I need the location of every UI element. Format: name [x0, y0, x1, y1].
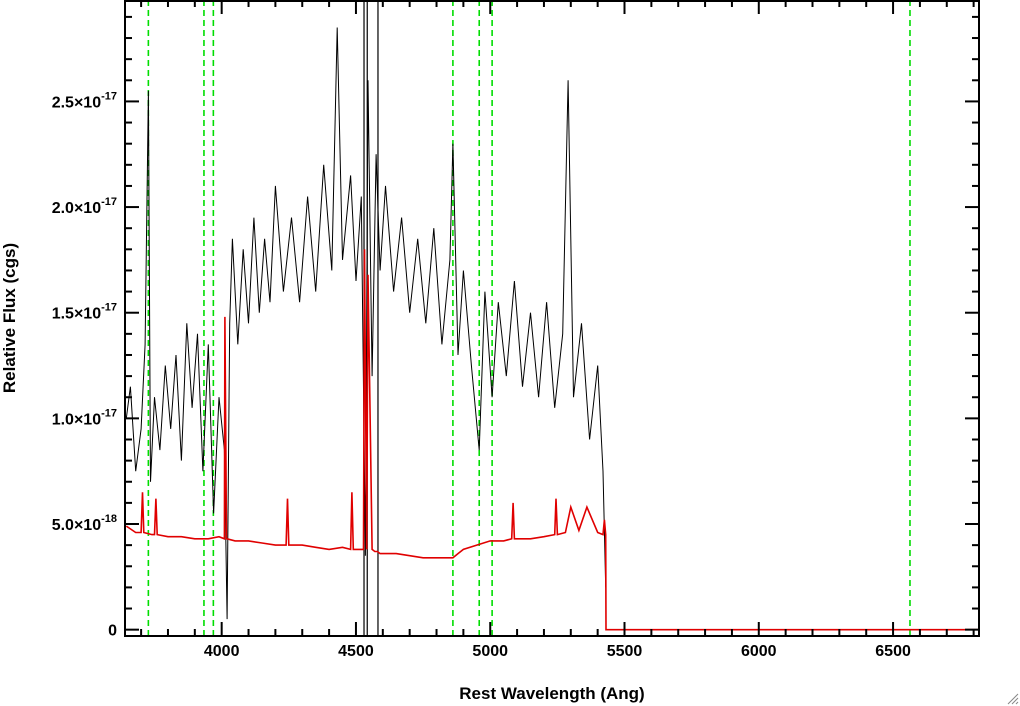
plot-frame [124, 0, 980, 637]
x-tick-label: 4000 [204, 643, 240, 660]
tick-labels: 4000 4500 5000 5500 6000 6500 0 5.0×10-18 1.0×10… [52, 90, 911, 660]
y-tick-label: 1.5×10-17 [52, 302, 117, 323]
resize-grip-icon[interactable] [1007, 693, 1019, 705]
spectrum-flux-line [125, 27, 607, 620]
y-tick-label: 5.0×10-18 [52, 513, 117, 534]
x-tick-label: 5000 [472, 643, 508, 660]
error-spectrum-line [125, 249, 979, 631]
x-tick-label: 5500 [607, 643, 643, 660]
x-tick-label: 6500 [875, 643, 911, 660]
x-tick-label: 6000 [741, 643, 777, 660]
axis-ticks [125, 0, 979, 636]
plot-area [125, 0, 979, 636]
x-tick-label: 4500 [338, 643, 374, 660]
y-tick-label: 2.0×10-17 [52, 196, 117, 217]
y-tick-label: 2.5×10-17 [52, 90, 117, 111]
x-axis-label: Rest Wavelength (Ang) [459, 684, 644, 703]
y-axis-label: Relative Flux (cgs) [0, 243, 19, 393]
y-tick-label: 1.0×10-17 [52, 407, 117, 428]
y-tick-label: 0 [108, 623, 117, 640]
